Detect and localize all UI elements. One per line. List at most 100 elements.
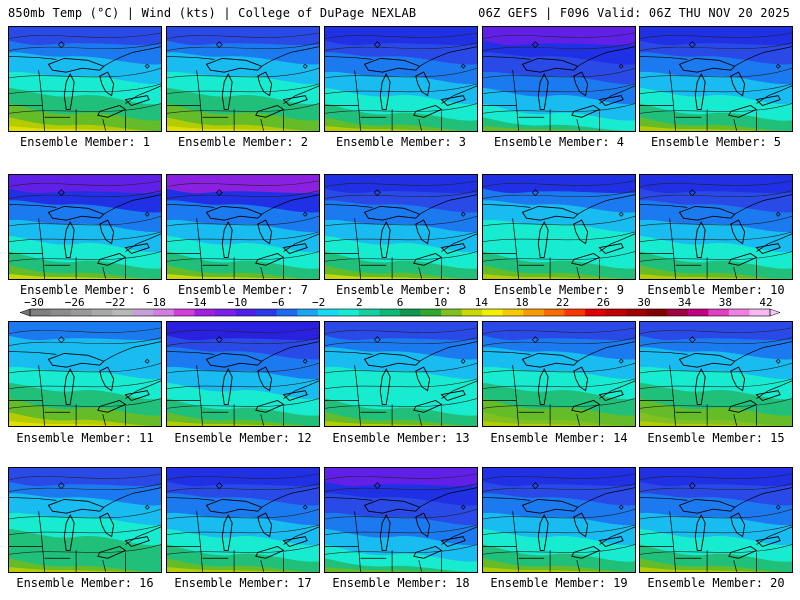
lake-marker-outline (775, 358, 781, 364)
state-border-line (512, 218, 519, 279)
state-border-line (669, 218, 676, 279)
great-lake-outline (221, 514, 233, 551)
temperature-field-map (9, 175, 161, 279)
colorbar-swatch (379, 309, 401, 316)
great-lake-outline (99, 512, 115, 538)
ensemble-member-map-18 (324, 467, 478, 573)
colorbar-swatch (153, 309, 175, 316)
great-lake-outline (257, 71, 273, 97)
lake-nipigon-outline (57, 189, 65, 197)
state-border-line (103, 194, 161, 215)
colorbar-tick-label: −22 (105, 296, 125, 309)
colorbar-tick-label: 18 (515, 296, 528, 309)
great-lake-outline (537, 221, 549, 258)
temp-band (640, 27, 792, 46)
lake-nipigon-outline (215, 189, 223, 197)
state-border-line (325, 351, 373, 355)
great-lake-outline (47, 205, 105, 221)
temp-band (483, 27, 635, 46)
wind-contour-line (167, 524, 319, 536)
great-lake-outline (678, 205, 736, 221)
colorbar-left-arrow (19, 308, 31, 317)
state-border-line (167, 204, 215, 208)
state-border-line (261, 487, 319, 508)
great-lake-outline (415, 366, 431, 392)
state-border-line (196, 511, 203, 572)
state-border-line (512, 365, 519, 426)
colorbar-swatch (646, 309, 668, 316)
great-lake-outline (573, 366, 589, 392)
wind-contour-line (9, 327, 161, 335)
great-lake-outline (755, 243, 781, 254)
lake-marker-outline (302, 63, 308, 69)
lake-marker-outline (618, 504, 624, 510)
state-border-line (640, 204, 688, 208)
lake-marker-outline (302, 211, 308, 217)
great-lake-outline (730, 512, 746, 538)
colorbar-swatch (400, 309, 421, 316)
wind-contour-line (9, 103, 161, 114)
wind-contour-line (9, 362, 161, 374)
temperature-field-map (167, 468, 319, 572)
colorbar-tick-label: 38 (719, 296, 732, 309)
lake-marker-outline (775, 211, 781, 217)
great-lake-outline (257, 512, 273, 538)
wind-contour-line (167, 180, 319, 188)
lake-marker-outline (144, 63, 150, 69)
wind-contour-line (483, 524, 635, 536)
ensemble-member-caption: Ensemble Member: 11 (16, 431, 154, 445)
state-border-line (260, 560, 265, 572)
great-lake-outline (124, 243, 150, 254)
colorbar-swatch (708, 309, 730, 316)
great-lake-outline (47, 57, 105, 73)
state-border-line (103, 341, 161, 362)
great-lake-outline (415, 512, 431, 538)
wind-contour-line (325, 190, 477, 199)
wind-contour-line (167, 362, 319, 374)
colorbar-tick-label: 22 (556, 296, 569, 309)
colorbar-tick-label: −10 (227, 296, 247, 309)
wind-contour-line (325, 473, 477, 481)
wind-contour-line (483, 180, 635, 188)
ensemble-member-caption: Ensemble Member: 20 (647, 576, 785, 590)
temperature-field-map (640, 322, 792, 426)
wind-contour-line (9, 251, 161, 262)
state-border-line (261, 46, 319, 67)
ensemble-member-caption: Ensemble Member: 19 (490, 576, 628, 590)
wind-contour-line (9, 231, 161, 243)
state-border-line (483, 56, 531, 60)
great-lake-outline (573, 71, 589, 97)
state-border-line (441, 526, 477, 545)
colorbar-swatch (173, 309, 195, 316)
great-lake-outline (537, 73, 549, 110)
wind-contour-line (167, 103, 319, 114)
great-lake-outline (255, 546, 285, 559)
lake-nipigon-outline (57, 482, 65, 490)
state-border-line (103, 487, 161, 508)
great-lake-outline (97, 253, 127, 266)
colorbar-swatch (30, 309, 51, 316)
state-border-line (577, 46, 635, 67)
state-border-line (102, 267, 107, 279)
temp-band (325, 468, 477, 487)
wind-contour-line (325, 83, 477, 95)
wind-contour-line (325, 337, 477, 346)
ensemble-member-map-3 (324, 26, 478, 132)
state-border-line (441, 380, 477, 399)
colorbar-swatch (50, 309, 72, 316)
colorbar-swatch (338, 309, 360, 316)
ensemble-member-caption: Ensemble Member: 6 (19, 283, 151, 297)
state-border-line (576, 267, 581, 279)
state-border-line (734, 341, 792, 362)
lake-marker-outline (775, 63, 781, 69)
state-border-line (512, 70, 519, 131)
wind-contour-line (9, 83, 161, 95)
great-lake-outline (63, 73, 75, 110)
temp-band (9, 468, 161, 487)
great-lake-outline (440, 536, 466, 547)
state-border-line (756, 380, 792, 399)
great-lake-outline (363, 352, 421, 368)
great-lake-outline (363, 205, 421, 221)
wind-contour-line (167, 378, 319, 390)
lake-nipigon-outline (215, 41, 223, 49)
